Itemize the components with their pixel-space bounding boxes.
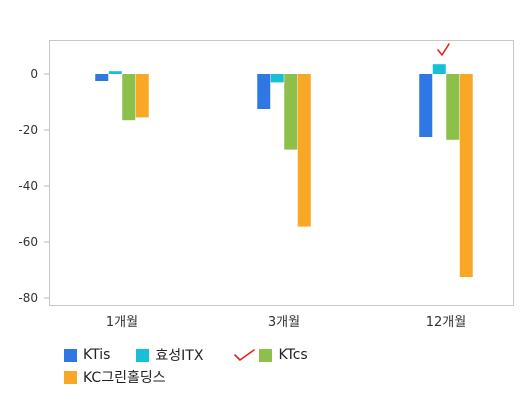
- x-category-label: 3개월: [268, 315, 300, 330]
- legend-item-kc-green-holdings[interactable]: KC그린홀딩스: [64, 367, 166, 387]
- hand-drawn-check-mark: [437, 43, 450, 56]
- legend-row-1: KTis 효성ITX KTcs: [64, 344, 484, 366]
- legend-swatch-ktis: [64, 348, 77, 362]
- legend-item-ktis[interactable]: KTis: [64, 347, 110, 363]
- bar-2-2[interactable]: [446, 74, 460, 140]
- y-tick-label: -80: [18, 291, 38, 305]
- bar-0-2[interactable]: [419, 74, 433, 137]
- bar-2-1[interactable]: [284, 74, 298, 150]
- legend-swatch-hyosung-itx: [136, 348, 150, 362]
- legend-label-hyosung-itx: 효성ITX: [155, 348, 204, 364]
- legend-swatch-kc-green-holdings: [64, 370, 77, 384]
- bar-0-0[interactable]: [95, 74, 109, 81]
- hand-drawn-check-mark-legend: [234, 349, 256, 361]
- bar-3-1[interactable]: [297, 74, 311, 227]
- y-tick-label: -40: [18, 179, 38, 193]
- x-category-label: 1개월: [106, 315, 138, 330]
- legend: KTis 효성ITX KTcs KC그린홀딩스: [64, 344, 484, 388]
- x-category-label: 12개월: [426, 315, 466, 330]
- bar-3-0[interactable]: [135, 74, 149, 118]
- legend-swatch-ktcs: [259, 348, 273, 362]
- bar-1-0[interactable]: [108, 71, 122, 74]
- bar-1-1[interactable]: [270, 74, 284, 83]
- legend-label-kc-green-holdings: KC그린홀딩스: [83, 370, 166, 386]
- bar-2-0[interactable]: [122, 74, 136, 121]
- legend-row-2: KC그린홀딩스: [64, 366, 484, 388]
- x-axis: 1개월 3개월 12개월: [106, 315, 466, 330]
- legend-label-ktis: KTis: [83, 347, 111, 363]
- y-axis: 0 -20 -40 -60 -80: [18, 67, 50, 305]
- legend-label-ktcs: KTcs: [278, 347, 308, 363]
- legend-item-ktcs[interactable]: KTcs: [259, 347, 308, 363]
- bar-1-2[interactable]: [432, 64, 446, 74]
- bar-0-1[interactable]: [257, 74, 271, 109]
- y-tick-label: -20: [18, 123, 38, 137]
- bar-series-group: [95, 64, 473, 277]
- bar-3-2[interactable]: [459, 74, 473, 277]
- legend-item-hyosung-itx[interactable]: 효성ITX: [136, 345, 256, 365]
- y-tick-label: 0: [30, 67, 38, 81]
- y-tick-label: -60: [18, 235, 38, 249]
